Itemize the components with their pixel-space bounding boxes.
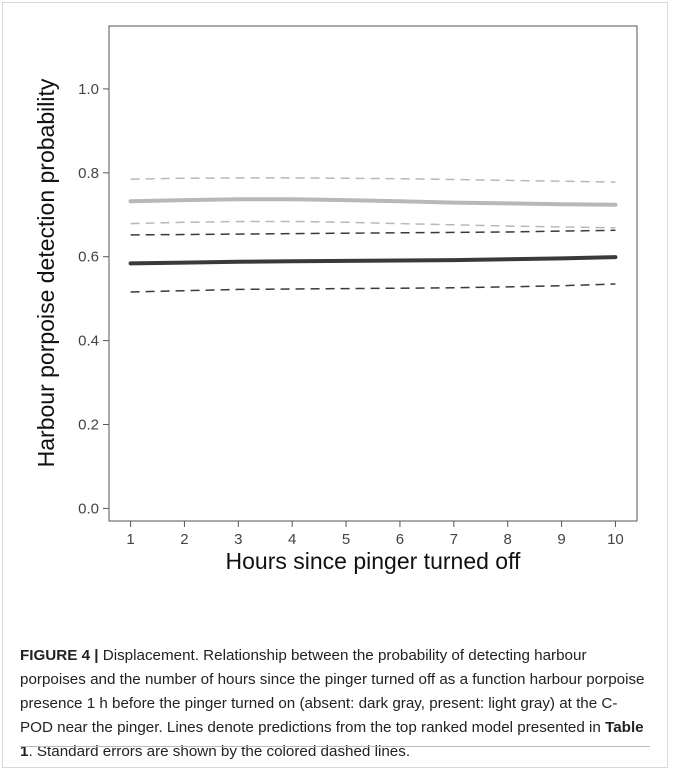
series-present-lower-se <box>130 220 616 229</box>
y-tick-label: 0.8 <box>78 165 99 182</box>
x-tick-label: 10 <box>607 531 624 548</box>
y-axis: 0.0 0.2 0.4 0.6 0.8 1.0 <box>78 81 109 517</box>
x-tick-label: 7 <box>450 531 458 548</box>
plot-panel <box>108 25 638 522</box>
y-tick-label: 0.0 <box>78 500 99 517</box>
x-axis-label: Hours since pinger turned off <box>226 548 522 574</box>
x-tick-label: 4 <box>288 531 296 548</box>
figure-label: FIGURE 4 | <box>20 647 99 664</box>
caption-text-1: Displacement. Relationship between the p… <box>20 647 645 736</box>
x-tick-label: 5 <box>342 531 350 548</box>
line-chart: 0.0 0.2 0.4 0.6 0.8 1.0 1 2 3 4 5 6 7 8 9 10 Hours sin… <box>33 25 638 574</box>
y-axis-label: Harbour porpoise detection probability <box>33 78 59 467</box>
x-tick-label: 1 <box>126 531 134 548</box>
x-axis: 1 2 3 4 5 6 7 8 9 10 <box>126 521 624 548</box>
y-tick-label: 0.2 <box>78 417 99 434</box>
x-tick-label: 6 <box>396 531 404 548</box>
figure-caption: FIGURE 4 | Displacement. Relationship be… <box>20 644 650 764</box>
series-absent-fit <box>128 255 618 266</box>
x-tick-label: 8 <box>504 531 512 548</box>
y-tick-label: 0.6 <box>78 249 99 266</box>
series-absent-lower-se <box>130 283 616 293</box>
bottom-rule <box>20 746 650 747</box>
x-tick-label: 9 <box>557 531 565 548</box>
y-tick-label: 0.4 <box>78 333 99 350</box>
series-present-fit <box>128 197 618 207</box>
series-group <box>128 177 618 293</box>
y-tick-label: 1.0 <box>78 81 99 98</box>
x-tick-label: 3 <box>234 531 242 548</box>
caption-text-2: . Standard errors are shown by the color… <box>28 743 411 760</box>
x-tick-label: 2 <box>180 531 188 548</box>
series-present-upper-se <box>130 177 616 183</box>
series-absent-upper-se <box>130 229 616 236</box>
table-reference: Table 1 <box>20 719 644 760</box>
